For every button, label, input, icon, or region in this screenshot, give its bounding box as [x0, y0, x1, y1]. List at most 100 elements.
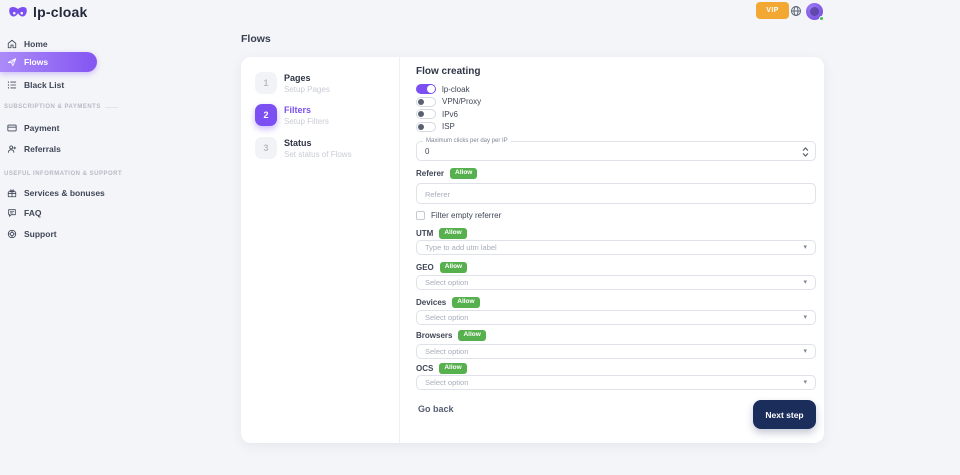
- filters-form: Flow creating lp-cloak VPN/Proxy IPv6 IS…: [416, 57, 816, 443]
- step-number: 3: [255, 137, 277, 159]
- toggle-ipv6[interactable]: IPv6: [416, 109, 458, 119]
- utm-input[interactable]: [417, 241, 815, 254]
- app-logo[interactable]: lp-cloak: [8, 4, 88, 20]
- ocs-label-row: OCS Allow: [416, 363, 467, 374]
- sidebar-item-support[interactable]: Support: [0, 227, 225, 240]
- number-stepper-icon[interactable]: [802, 146, 809, 158]
- devices-select[interactable]: Select option ▾: [416, 310, 816, 325]
- step-subtitle: Setup Filters: [284, 117, 329, 126]
- toggle-switch-off[interactable]: [416, 109, 436, 119]
- chevron-down-icon: ▾: [803, 314, 807, 321]
- ocs-allow-badge[interactable]: Allow: [439, 363, 467, 374]
- sidebar-section-payments: SUBSCRIPTION & PAYMENTS: [0, 104, 118, 110]
- utm-label-row: UTM Allow: [416, 228, 467, 239]
- home-icon: [7, 39, 17, 49]
- logo-text: lp-cloak: [33, 4, 88, 20]
- utm-label: UTM: [416, 228, 434, 238]
- browsers-select[interactable]: Select option ▾: [416, 344, 816, 359]
- sidebar-item-label: Black List: [24, 79, 65, 90]
- chevron-down-icon: ▾: [803, 348, 807, 355]
- select-placeholder: Select option: [425, 313, 469, 322]
- credit-card-icon: [7, 123, 17, 133]
- black-list-icon: [7, 80, 17, 90]
- sidebar-item-services-bonuses[interactable]: Services & bonuses: [0, 186, 225, 199]
- sidebar-item-black-list[interactable]: Black List: [0, 78, 225, 91]
- sidebar-item-flows[interactable]: Flows: [0, 52, 97, 72]
- sidebar-item-payment[interactable]: Payment: [0, 121, 225, 134]
- flows-icon: [7, 57, 17, 67]
- lifebuoy-icon: [7, 229, 17, 239]
- max-clicks-input[interactable]: [417, 142, 815, 160]
- sidebar-item-referrals[interactable]: Referrals: [0, 142, 225, 155]
- referer-field: [416, 183, 816, 204]
- sidebar-item-label: Services & bonuses: [24, 187, 105, 198]
- geo-allow-badge[interactable]: Allow: [439, 262, 468, 273]
- toggle-lp-cloak[interactable]: lp-cloak: [416, 84, 470, 94]
- referer-allow-badge[interactable]: Allow: [450, 168, 478, 179]
- geo-select[interactable]: Select option ▾: [416, 275, 816, 290]
- max-clicks-field: Maximum clicks per day per IP: [416, 138, 816, 161]
- form-title: Flow creating: [416, 66, 481, 77]
- toggle-isp[interactable]: ISP: [416, 121, 455, 132]
- mask-icon: [8, 6, 28, 18]
- steps-divider: [399, 57, 400, 443]
- utm-allow-badge[interactable]: Allow: [439, 228, 467, 239]
- chevron-down-icon: ▾: [803, 279, 807, 286]
- step-number: 2: [255, 104, 277, 126]
- step-title: Status: [284, 138, 312, 148]
- browsers-allow-badge[interactable]: Allow: [458, 330, 486, 341]
- toggle-switch-on[interactable]: [416, 84, 436, 94]
- step-filters[interactable]: 2 Filters Setup Filters: [255, 104, 329, 126]
- devices-label-row: Devices Allow: [416, 297, 480, 308]
- step-title: Pages: [284, 73, 311, 83]
- select-placeholder: Select option: [425, 378, 469, 387]
- filter-empty-referrer-checkbox[interactable]: [416, 211, 425, 220]
- page-title: Flows: [241, 33, 271, 45]
- utm-field: ▾: [416, 240, 816, 255]
- sidebar-item-label: Flows: [24, 57, 49, 67]
- user-avatar[interactable]: [806, 3, 824, 21]
- step-subtitle: Set status of Flows: [284, 150, 352, 159]
- referer-label-row: Referer Allow: [416, 168, 478, 179]
- go-back-button[interactable]: Go back: [418, 404, 454, 414]
- online-status-dot: [819, 16, 824, 21]
- toggle-switch-off[interactable]: [416, 96, 436, 107]
- referer-input[interactable]: [417, 185, 815, 203]
- chevron-down-icon[interactable]: ▾: [803, 244, 807, 251]
- sidebar-item-label: Support: [24, 228, 57, 239]
- faq-icon: [7, 208, 17, 218]
- sidebar-item-faq[interactable]: FAQ: [0, 206, 225, 219]
- select-placeholder: Select option: [425, 347, 469, 356]
- globe-icon[interactable]: [790, 5, 802, 17]
- vip-button[interactable]: VIP: [756, 2, 789, 19]
- step-status[interactable]: 3 Status Set status of Flows: [255, 137, 352, 159]
- toggle-label: IPv6: [442, 109, 459, 119]
- browsers-label: Browsers: [416, 330, 453, 340]
- toggle-label: VPN/Proxy: [442, 97, 482, 106]
- sidebar-section-support: USEFUL INFORMATION & SUPPORT: [0, 171, 122, 177]
- devices-allow-badge[interactable]: Allow: [452, 297, 480, 308]
- next-step-button[interactable]: Next step: [753, 400, 816, 429]
- sidebar-item-label: Home: [24, 38, 48, 49]
- filter-empty-referrer-row[interactable]: Filter empty referrer: [416, 211, 501, 220]
- ocs-select[interactable]: Select option ▾: [416, 375, 816, 390]
- sidebar-item-label: Referrals: [24, 143, 61, 154]
- step-subtitle: Setup Pages: [284, 85, 330, 94]
- step-number: 1: [255, 72, 277, 94]
- max-clicks-label: Maximum clicks per day per IP: [423, 138, 511, 144]
- section-title: SUBSCRIPTION & PAYMENTS: [4, 104, 101, 110]
- sidebar-item-label: Payment: [24, 122, 60, 133]
- ocs-label: OCS: [416, 363, 434, 373]
- browsers-label-row: Browsers Allow: [416, 330, 486, 341]
- toggle-vpn-proxy[interactable]: VPN/Proxy: [416, 96, 482, 107]
- toggle-label: lp-cloak: [442, 84, 470, 94]
- geo-label: GEO: [416, 262, 434, 272]
- gift-icon: [7, 188, 17, 198]
- geo-label-row: GEO Allow: [416, 262, 468, 273]
- step-pages[interactable]: 1 Pages Setup Pages: [255, 72, 330, 94]
- flow-creation-card: 1 Pages Setup Pages 2 Filters Setup Filt…: [241, 57, 824, 443]
- section-title: USEFUL INFORMATION & SUPPORT: [4, 171, 123, 177]
- section-rule: [104, 106, 118, 108]
- toggle-switch-off[interactable]: [416, 121, 436, 132]
- sidebar-item-home[interactable]: Home: [0, 37, 225, 50]
